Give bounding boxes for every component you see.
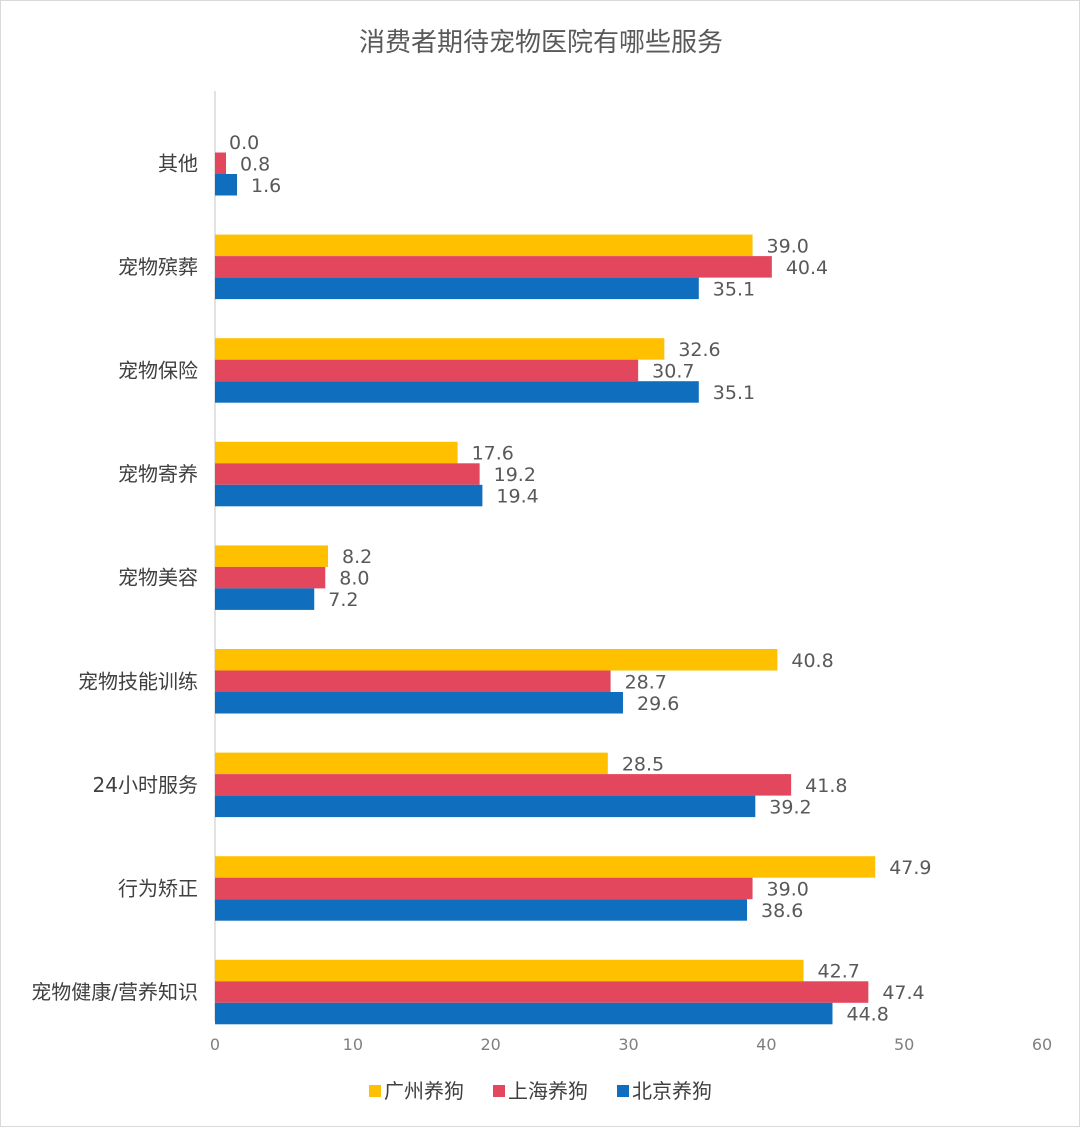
data-label: 40.4 [786,257,828,279]
data-label: 8.2 [342,546,372,568]
data-label: 29.6 [637,693,679,715]
bar [215,484,483,507]
legend: 广州养狗 上海养狗 北京养狗 [369,1079,712,1103]
bar [215,670,611,692]
data-label: 39.0 [767,878,809,900]
data-label: 38.6 [761,900,803,922]
legend-swatch [493,1085,505,1097]
bar [215,795,756,818]
data-label: 0.8 [240,153,270,175]
legend-label: 广州养狗 [384,1079,464,1103]
category-label: 宠物健康/营养知识 [31,980,198,1004]
data-label: 39.2 [769,796,811,818]
data-label: 19.2 [494,464,536,486]
category-label: 宠物保险 [118,358,198,382]
bar [215,174,238,196]
bar [215,381,699,403]
bar [215,545,329,567]
legend-swatch [369,1085,381,1097]
legend-label: 上海养狗 [508,1079,588,1103]
data-label: 8.0 [339,568,369,590]
x-tick-label: 30 [618,1035,638,1054]
category-label: 宠物技能训练 [78,669,198,693]
bar [215,981,869,1003]
bar [215,649,778,671]
category-label: 24小时服务 [93,773,198,797]
bar [215,566,326,589]
data-label: 1.6 [251,175,281,197]
data-label: 47.4 [882,982,924,1004]
data-label: 44.8 [846,1004,888,1026]
bar [215,692,623,714]
data-label: 0.0 [229,132,259,154]
data-label: 32.6 [678,339,720,361]
data-label: 28.5 [622,753,664,775]
data-label: 42.7 [818,961,860,983]
category-label: 其他 [158,151,198,175]
category-label: 宠物殡葬 [118,255,198,279]
x-tick-label: 40 [756,1035,776,1054]
data-labels-layer: 0.00.81.639.040.435.132.630.735.117.619.… [229,132,932,1026]
x-tick-label: 20 [480,1035,500,1054]
bar [215,877,753,900]
category-label: 宠物美容 [118,566,198,590]
data-label: 28.7 [625,671,667,693]
bar [215,234,753,257]
bar [215,441,458,464]
x-tick-label: 60 [1032,1035,1052,1054]
bar [215,338,665,360]
legend-label: 北京养狗 [632,1079,712,1103]
bar [215,1002,833,1025]
data-label: 7.2 [328,589,358,611]
bar [215,856,876,878]
data-label: 35.1 [713,278,755,300]
x-tick-label: 50 [894,1035,914,1054]
bars-layer [215,152,876,1025]
data-label: 47.9 [889,857,931,879]
bar [215,152,227,174]
x-tick-label: 0 [210,1035,220,1054]
bar [215,959,804,982]
bar [215,359,639,382]
bar [215,899,748,921]
data-label: 35.1 [713,382,755,404]
legend-swatch [617,1085,629,1097]
data-label: 40.8 [791,650,833,672]
data-label: 41.8 [805,775,847,797]
x-tick-labels-layer: 0 10 20 30 40 50 60 [210,1035,1052,1054]
x-tick-label: 10 [343,1035,363,1054]
bar [215,256,772,278]
data-label: 17.6 [472,443,514,465]
bar [215,752,608,775]
category-label: 宠物寄养 [118,462,198,486]
bar [215,588,315,610]
data-label: 19.4 [496,486,538,508]
category-label: 行为矫正 [118,876,198,900]
bar [215,774,792,796]
data-label: 39.0 [767,235,809,257]
data-label: 30.7 [652,360,694,382]
bar [215,463,480,485]
chart-title: 消费者期待宠物医院有哪些服务 [359,28,723,58]
bar [215,277,699,300]
